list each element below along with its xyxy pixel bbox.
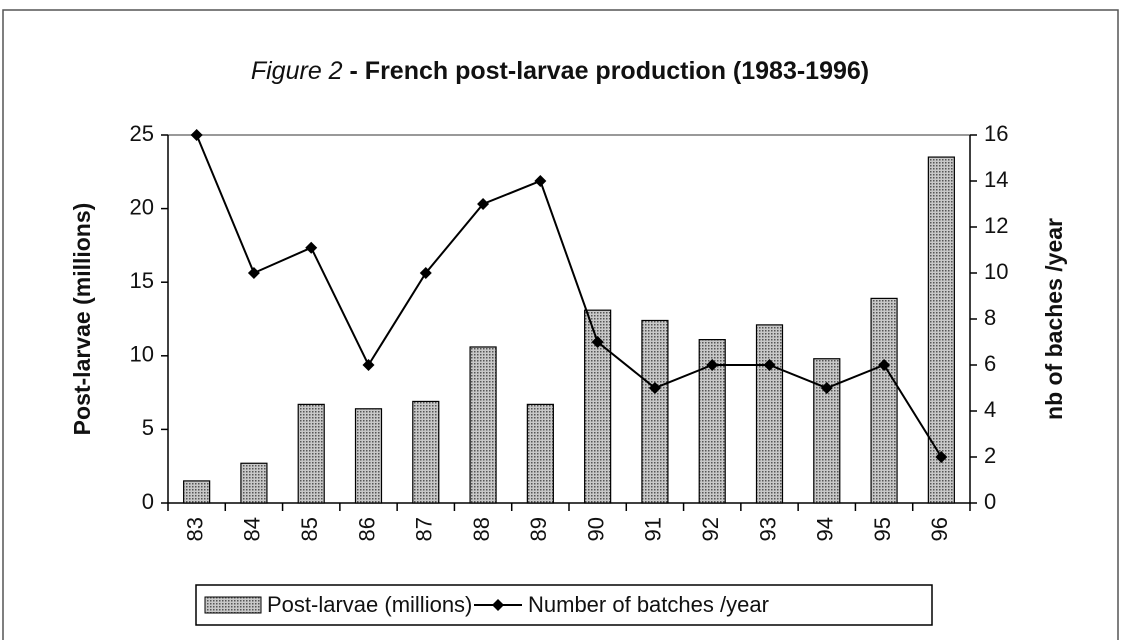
bar [183, 480, 211, 504]
y2-tick-label: 8 [984, 305, 996, 330]
line-marker [534, 175, 547, 187]
chart-title: Figure 2 - French post-larvae production… [251, 57, 869, 85]
title-text: - French post-larvae production (1983-19… [350, 57, 870, 85]
line-marker [305, 241, 318, 254]
line-marker [935, 451, 948, 463]
legend-label: Post-larvae (millions) [267, 592, 472, 617]
y-tick-label: 10 [130, 342, 154, 367]
y-tick-label: 5 [142, 415, 154, 440]
line-marker [706, 359, 719, 371]
legend-swatch [204, 596, 262, 614]
line [195, 134, 943, 458]
line-marker [419, 267, 432, 279]
line-marker [820, 382, 833, 394]
bar [813, 358, 841, 504]
x-tick-label: 94 [813, 517, 838, 541]
y-tick-label: 15 [130, 268, 154, 293]
frame [2, 9, 1119, 640]
line-marker [591, 336, 604, 348]
bar [354, 408, 383, 504]
y2-tick-label: 14 [984, 167, 1008, 192]
bar [641, 319, 669, 504]
y-tick-label: 0 [142, 489, 154, 514]
line-marker [477, 198, 490, 210]
y-tick-label: 25 [130, 121, 154, 146]
legend-marker [492, 599, 504, 611]
x-tick-label: 84 [240, 517, 265, 541]
x-tick-label: 95 [870, 517, 895, 541]
line-marker [362, 359, 375, 371]
y2-tick-label: 4 [984, 397, 996, 422]
x-tick-label: 88 [469, 517, 494, 541]
x-tick-label: 90 [583, 517, 608, 541]
title-figure: Figure 2 [251, 57, 343, 85]
bar [526, 403, 554, 504]
x-tick-label: 87 [412, 517, 437, 541]
x-tick-label: 83 [182, 517, 207, 541]
y2-axis-title: nb of baches /year [1041, 218, 1067, 420]
y2-tick-label: 0 [984, 489, 996, 514]
legend-label: Number of batches /year [528, 592, 769, 617]
y2-tick-label: 2 [984, 443, 996, 468]
line-marker [190, 129, 203, 141]
y-tick-label: 20 [130, 194, 154, 219]
x-tick-label: 89 [526, 517, 551, 541]
x-tick-label: 92 [698, 517, 723, 541]
line-marker [247, 267, 260, 279]
bar [927, 156, 955, 504]
y-axis-title: Post-larvae (millions) [69, 203, 95, 436]
line-marker [878, 359, 891, 371]
y2-tick-label: 6 [984, 351, 996, 376]
bar [469, 346, 497, 504]
x-tick-label: 86 [354, 517, 379, 541]
line-marker [648, 382, 661, 394]
bar [412, 400, 440, 504]
legend-box [195, 584, 933, 626]
bar [297, 403, 325, 504]
bar [755, 324, 784, 504]
y2-tick-label: 12 [984, 213, 1008, 238]
bar [240, 462, 268, 504]
line-marker [763, 359, 776, 371]
bar [870, 297, 898, 504]
x-tick-label: 96 [927, 517, 952, 541]
x-tick-label: 93 [755, 517, 780, 541]
y2-tick-label: 16 [984, 121, 1008, 146]
x-tick-label: 91 [641, 517, 666, 541]
x-tick-label: 85 [297, 517, 322, 541]
y2-tick-label: 10 [984, 259, 1008, 284]
